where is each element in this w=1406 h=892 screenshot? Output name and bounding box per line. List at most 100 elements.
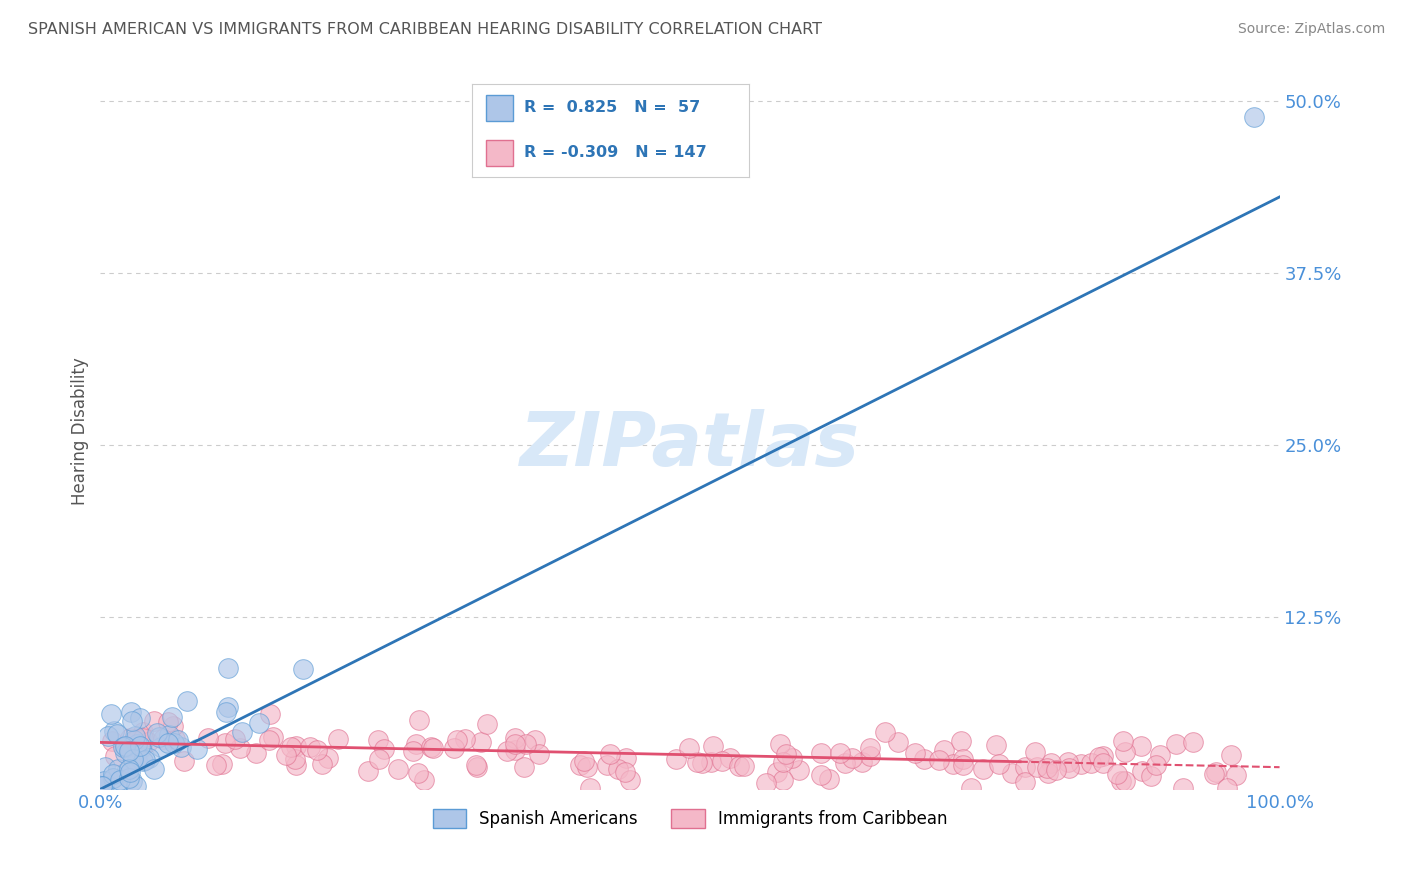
Point: [127, 737, 149, 751]
Point: [1087, 749, 1109, 764]
Point: [810, 768, 832, 782]
Point: [93, 759, 115, 773]
Text: ZIPatlas: ZIPatlas: [520, 409, 860, 482]
Point: [311, 757, 333, 772]
Point: [1202, 767, 1225, 781]
Point: [453, 731, 475, 746]
Point: [775, 747, 797, 762]
Point: [699, 755, 721, 769]
Point: [93, 774, 115, 789]
Point: [1036, 762, 1059, 776]
Point: [117, 771, 139, 785]
Point: [160, 710, 183, 724]
Point: [285, 758, 308, 772]
Point: [523, 733, 546, 747]
Point: [851, 755, 873, 769]
Point: [114, 746, 136, 760]
Point: [818, 772, 841, 786]
Point: [596, 758, 619, 772]
Point: [928, 753, 950, 767]
Point: [772, 773, 794, 788]
Point: [131, 741, 153, 756]
Point: [686, 755, 709, 769]
Point: [231, 725, 253, 739]
Point: [257, 733, 280, 747]
Point: [298, 739, 321, 754]
Point: [1129, 739, 1152, 753]
Point: [904, 746, 927, 760]
Point: [118, 762, 141, 776]
Point: [1140, 769, 1163, 783]
Point: [942, 756, 965, 771]
Text: SPANISH AMERICAN VS IMMIGRANTS FROM CARIBBEAN HEARING DISABILITY CORRELATION CHA: SPANISH AMERICAN VS IMMIGRANTS FROM CARI…: [28, 22, 823, 37]
Point: [224, 732, 246, 747]
Point: [284, 739, 307, 753]
Point: [614, 764, 637, 779]
Point: [328, 731, 350, 746]
Point: [887, 735, 910, 749]
Point: [114, 739, 136, 753]
Point: [470, 734, 492, 748]
Point: [1166, 738, 1188, 752]
Point: [101, 767, 124, 781]
Point: [105, 780, 128, 794]
Point: [413, 773, 436, 788]
Point: [156, 736, 179, 750]
Point: [873, 724, 896, 739]
Point: [157, 727, 180, 741]
Point: [568, 757, 591, 772]
Point: [702, 739, 724, 753]
Point: [912, 752, 935, 766]
Point: [97, 729, 120, 743]
Point: [121, 774, 143, 789]
Point: [1070, 757, 1092, 772]
Point: [614, 751, 637, 765]
Point: [262, 730, 284, 744]
Point: [132, 725, 155, 739]
Point: [101, 772, 124, 786]
Point: [690, 756, 713, 770]
Point: [127, 753, 149, 767]
Point: [138, 751, 160, 765]
Point: [408, 713, 430, 727]
Point: [780, 751, 803, 765]
Point: [664, 752, 686, 766]
Point: [1045, 764, 1067, 778]
Point: [402, 744, 425, 758]
Point: [1114, 773, 1136, 788]
Point: [122, 733, 145, 747]
Point: [619, 772, 641, 787]
Point: [1107, 766, 1129, 780]
Point: [576, 759, 599, 773]
Point: [114, 739, 136, 754]
Point: [769, 737, 792, 751]
Point: [170, 740, 193, 755]
Point: [280, 739, 302, 754]
Point: [1056, 756, 1078, 770]
Point: [529, 747, 551, 761]
Point: [368, 752, 391, 766]
Point: [1243, 110, 1265, 124]
Point: [162, 719, 184, 733]
Point: [932, 743, 955, 757]
Point: [1080, 756, 1102, 770]
Y-axis label: Hearing Disability: Hearing Disability: [72, 357, 89, 505]
Point: [197, 731, 219, 745]
Point: [176, 694, 198, 708]
Point: [125, 780, 148, 794]
Point: [841, 751, 863, 765]
Point: [107, 727, 129, 741]
Point: [1024, 745, 1046, 759]
Point: [1001, 766, 1024, 780]
Point: [142, 714, 165, 729]
Point: [988, 757, 1011, 772]
Point: [952, 752, 974, 766]
Point: [149, 739, 172, 754]
Point: [118, 744, 141, 758]
Point: [131, 754, 153, 768]
Point: [214, 736, 236, 750]
Point: [960, 780, 983, 795]
Point: [1092, 756, 1115, 771]
Point: [148, 730, 170, 744]
Point: [122, 752, 145, 766]
